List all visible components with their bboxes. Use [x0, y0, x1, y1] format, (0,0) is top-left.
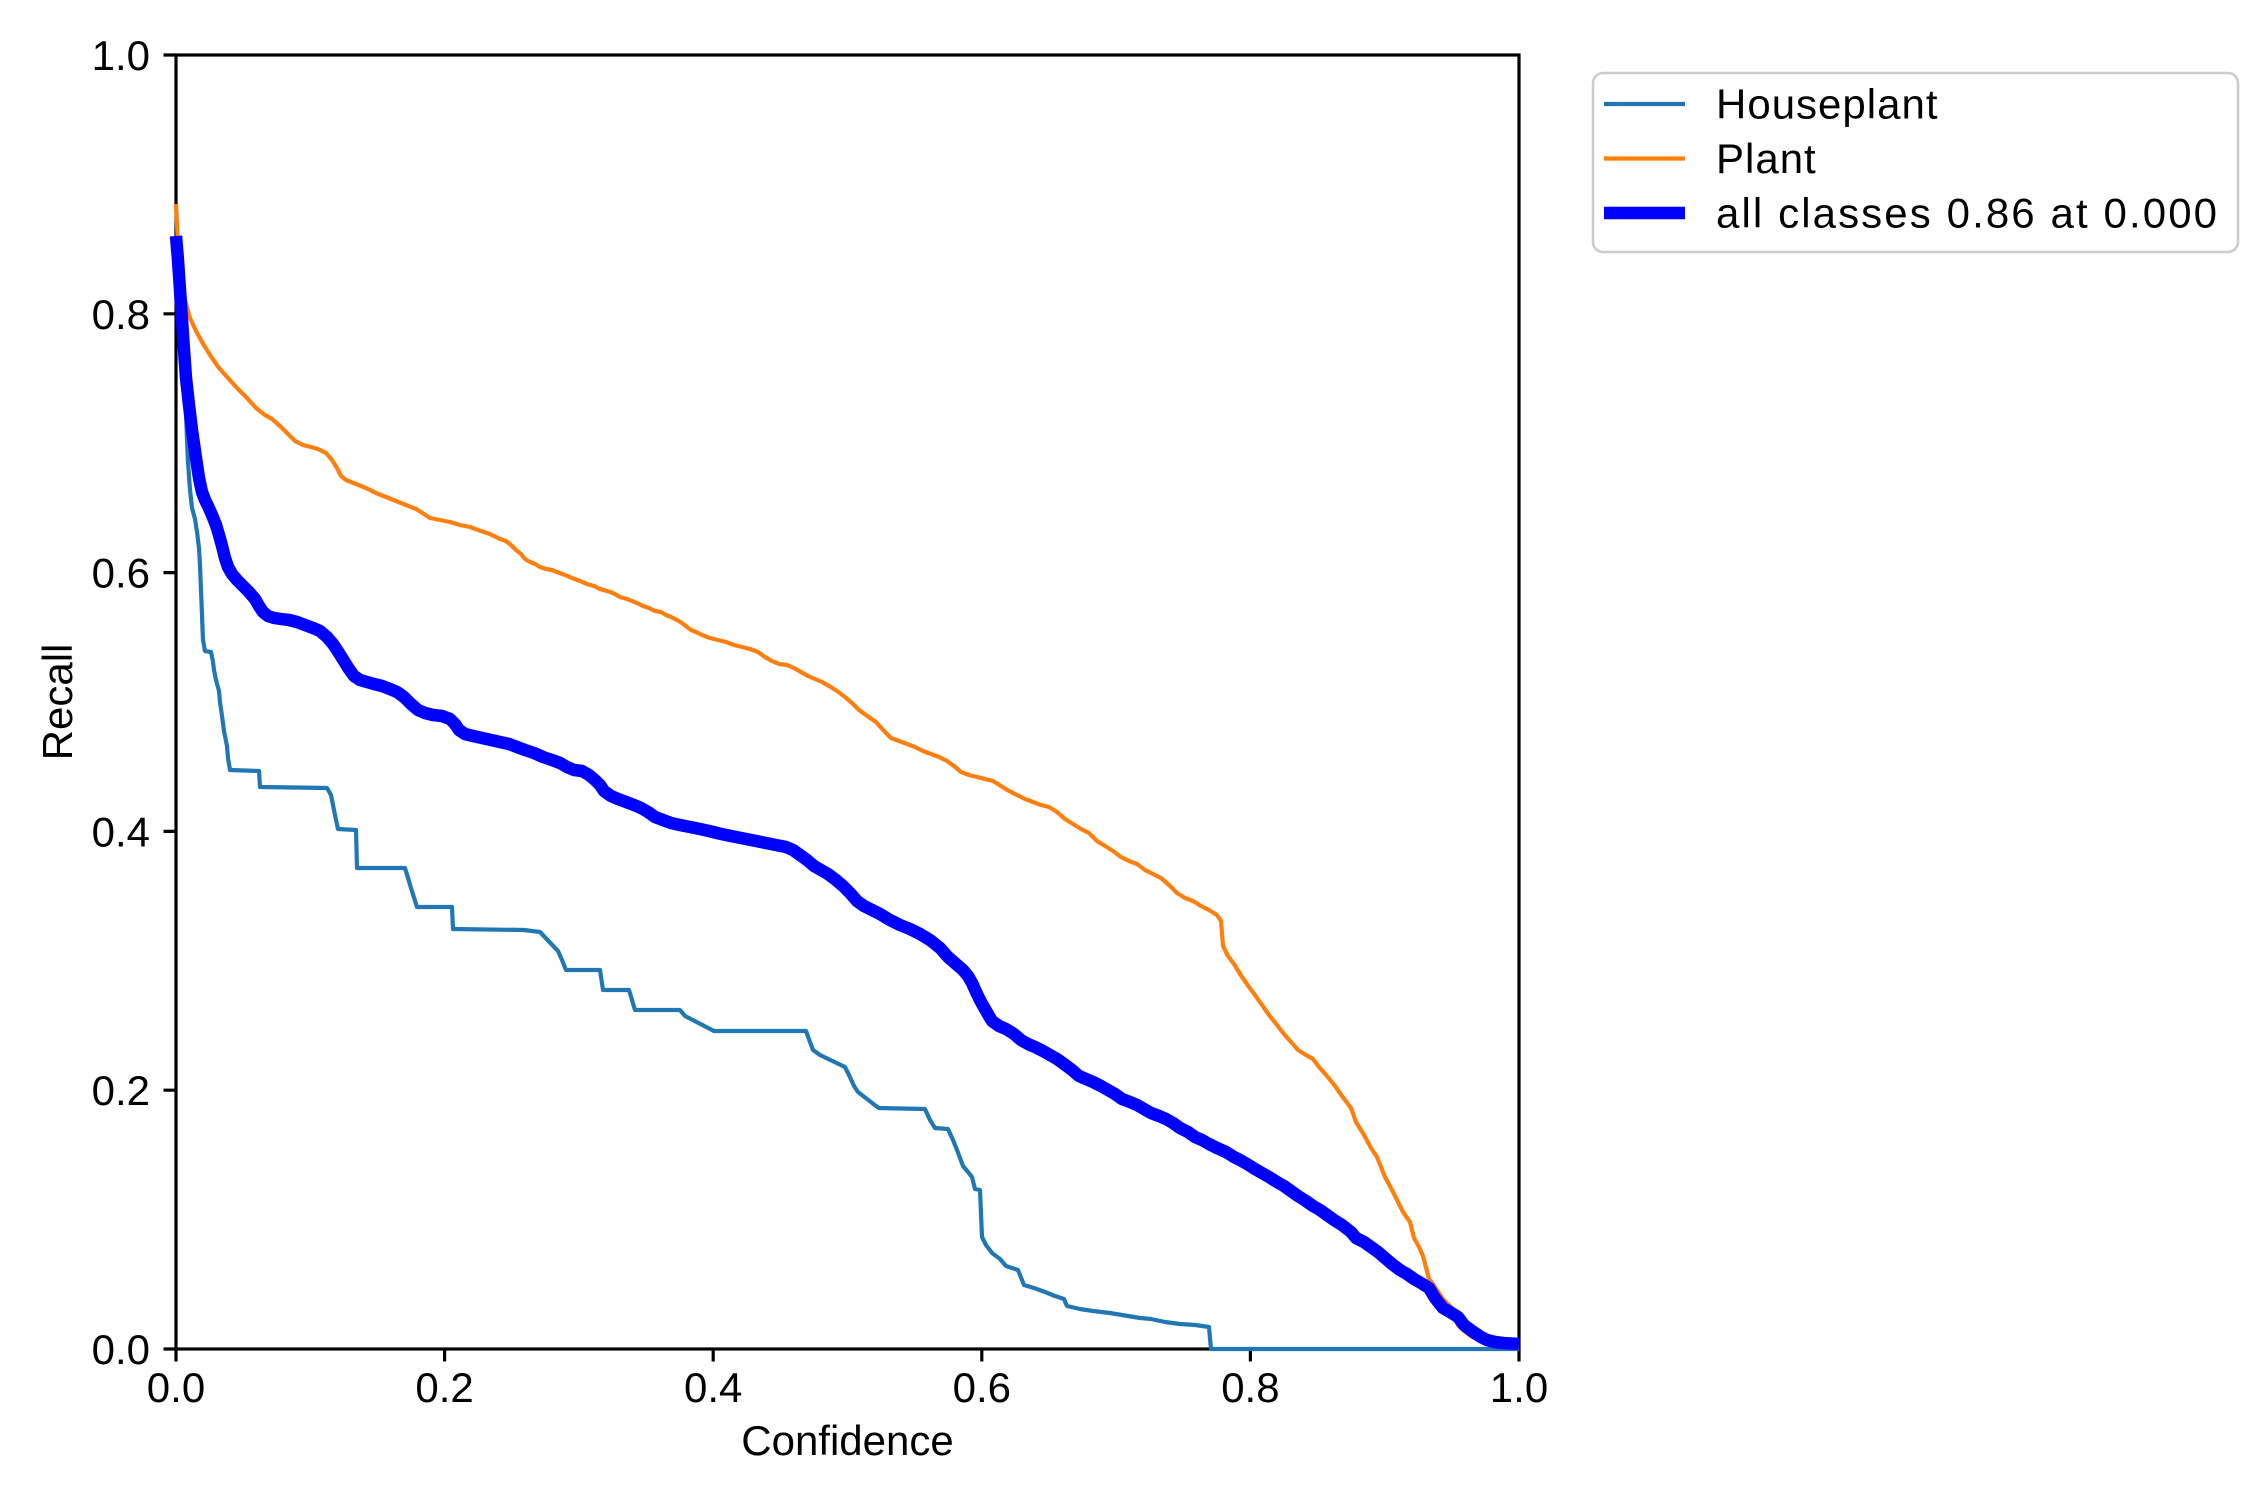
svg-text:Recall: Recall [34, 644, 81, 761]
svg-text:0.2: 0.2 [415, 1364, 473, 1411]
svg-text:1.0: 1.0 [1490, 1364, 1548, 1411]
svg-text:0.2: 0.2 [92, 1067, 150, 1114]
svg-text:1.0: 1.0 [92, 32, 150, 79]
svg-text:0.6: 0.6 [953, 1364, 1011, 1411]
svg-text:Confidence: Confidence [741, 1417, 953, 1464]
svg-text:0.0: 0.0 [92, 1326, 150, 1373]
svg-text:0.0: 0.0 [147, 1364, 205, 1411]
svg-text:0.8: 0.8 [1221, 1364, 1279, 1411]
svg-text:0.6: 0.6 [92, 550, 150, 597]
svg-text:all classes 0.86 at 0.000: all classes 0.86 at 0.000 [1716, 190, 2219, 237]
svg-text:0.8: 0.8 [92, 291, 150, 338]
svg-text:0.4: 0.4 [684, 1364, 742, 1411]
svg-text:Plant: Plant [1716, 135, 1817, 182]
svg-text:0.4: 0.4 [92, 808, 150, 855]
svg-text:Houseplant: Houseplant [1716, 81, 1938, 128]
